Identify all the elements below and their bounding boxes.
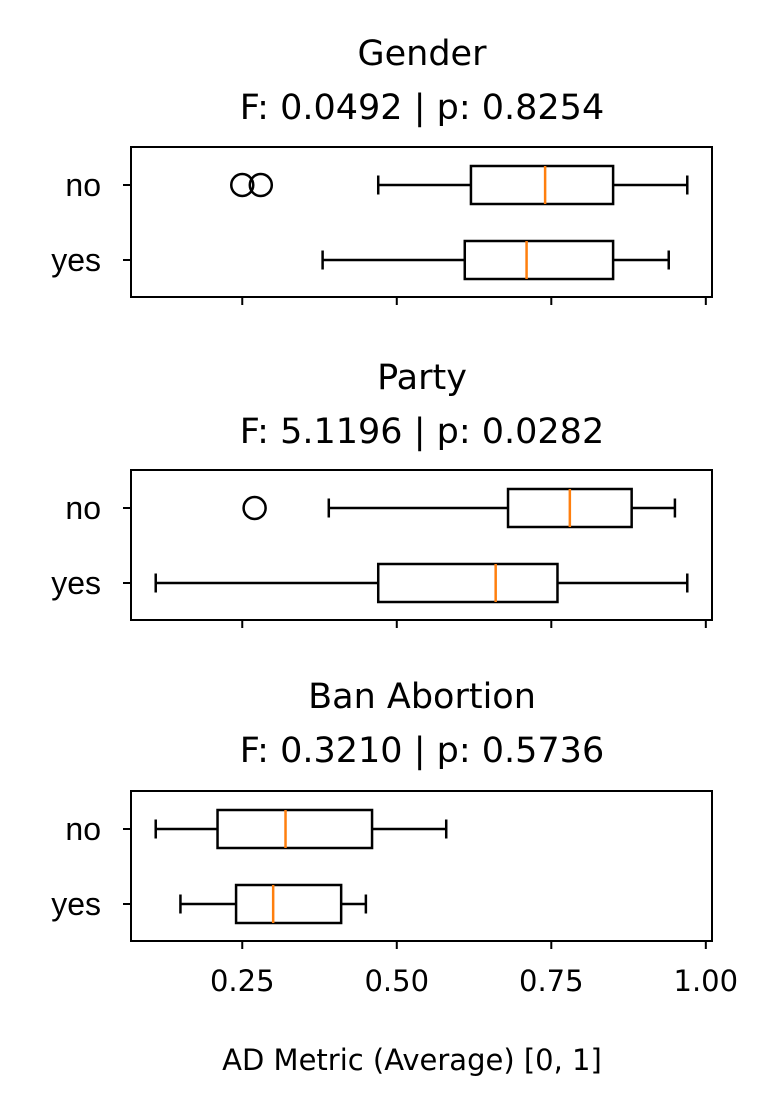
x-tick-label: 0.25 bbox=[210, 964, 275, 998]
y-tick-label: no bbox=[65, 811, 101, 847]
panel-subtitle: F: 5.1196 | p: 0.0282 bbox=[240, 412, 604, 452]
panel-subtitle: F: 0.3210 | p: 0.5736 bbox=[240, 731, 604, 771]
x-axis: 0.25 0.50 0.75 1.00 bbox=[210, 964, 738, 998]
x-tick-label: 1.00 bbox=[674, 964, 739, 998]
y-tick-label: no bbox=[65, 167, 101, 203]
panel-title: Party bbox=[377, 358, 467, 398]
y-tick-label: yes bbox=[51, 886, 101, 922]
panel-subtitle: F: 0.0492 | p: 0.8254 bbox=[240, 88, 604, 128]
panel-party: Party F: 5.1196 | p: 0.0282 no yes bbox=[51, 358, 713, 628]
x-tick-label: 0.75 bbox=[519, 964, 584, 998]
x-tick-label: 0.50 bbox=[364, 964, 429, 998]
y-tick-label: no bbox=[65, 490, 101, 526]
iqr-box bbox=[463, 239, 615, 281]
outlier-point bbox=[230, 172, 255, 198]
y-tick-label: yes bbox=[51, 565, 101, 601]
panel-ban-abortion: Ban Abortion F: 0.3210 | p: 0.5736 no yes bbox=[51, 677, 713, 949]
axes-frame bbox=[130, 790, 713, 942]
iqr-box bbox=[216, 808, 374, 850]
axes-frame bbox=[130, 469, 713, 621]
outlier-point bbox=[242, 495, 267, 521]
axes-frame bbox=[130, 146, 713, 298]
iqr-box bbox=[469, 164, 615, 206]
panel-title: Gender bbox=[358, 34, 488, 74]
panel-gender: Gender F: 0.0492 | p: 0.8254 no yes bbox=[51, 34, 713, 305]
iqr-box bbox=[234, 883, 343, 925]
x-axis-label: AD Metric (Average) [0, 1] bbox=[222, 1043, 602, 1077]
outlier-point bbox=[248, 172, 274, 198]
iqr-box bbox=[376, 562, 559, 604]
y-tick-label: yes bbox=[51, 242, 101, 278]
panel-title: Ban Abortion bbox=[308, 677, 536, 717]
